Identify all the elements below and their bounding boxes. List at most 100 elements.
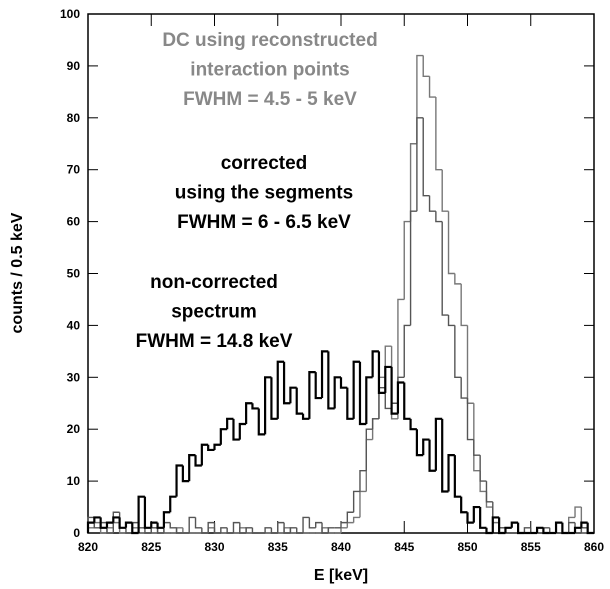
- histogram-step: [213, 527, 221, 534]
- histogram-step: [99, 517, 107, 529]
- histogram-step: [492, 501, 500, 519]
- histogram-step: [333, 376, 341, 409]
- histogram-step: [352, 516, 360, 523]
- histogram-step: [435, 97, 443, 171]
- histogram-step: [308, 371, 316, 419]
- histogram-step: [276, 360, 285, 419]
- x-tick-label: 855: [521, 540, 541, 554]
- histogram-step: [510, 521, 519, 528]
- histogram-step: [194, 455, 202, 467]
- histogram-step: [422, 117, 430, 197]
- histogram-step: [105, 521, 114, 528]
- y-tick-label: 0: [73, 526, 80, 540]
- x-tick-label: 840: [331, 540, 351, 554]
- histogram-step: [517, 522, 525, 535]
- annotation: using the segments: [175, 183, 353, 204]
- histogram-step: [239, 527, 247, 533]
- histogram-step: [112, 516, 120, 523]
- histogram-step: [182, 527, 190, 534]
- histogram-step: [466, 512, 474, 524]
- y-axis-label: counts / 0.5 keV: [9, 212, 26, 333]
- histogram-step: [340, 521, 348, 528]
- histogram-step: [409, 210, 417, 326]
- histogram-step: [573, 526, 582, 533]
- histogram-step: [163, 527, 171, 534]
- x-tick-label: 820: [78, 540, 98, 554]
- histogram-step: [93, 516, 101, 523]
- histogram-step: [270, 377, 278, 420]
- histogram-step: [346, 521, 354, 528]
- x-tick-label: 830: [204, 540, 224, 554]
- histogram-step: [352, 360, 360, 419]
- histogram-step: [238, 422, 247, 440]
- histogram-step: [485, 491, 493, 508]
- histogram-step: [359, 490, 367, 518]
- histogram-step: [327, 527, 335, 534]
- histogram-step: [377, 351, 386, 394]
- histogram-step: [301, 413, 310, 420]
- x-axis-label: E [keV]: [314, 567, 368, 584]
- histogram-step: [194, 517, 202, 529]
- histogram-step: [282, 361, 291, 405]
- histogram-step: [504, 526, 512, 533]
- histogram-step: [339, 377, 348, 389]
- histogram-step: [390, 366, 398, 415]
- histogram-step: [188, 516, 196, 533]
- annotation: FWHM = 6 - 6.5 keV: [177, 212, 351, 233]
- histogram-step: [175, 527, 183, 533]
- histogram-step: [143, 496, 152, 529]
- annotation: FWHM = 14.8 keV: [136, 331, 293, 352]
- annotation: interaction points: [190, 60, 349, 81]
- histogram-step: [220, 527, 228, 533]
- histogram-step: [340, 527, 348, 533]
- histogram-step: [580, 521, 588, 528]
- y-tick-label: 10: [67, 474, 81, 488]
- histogram-step: [175, 464, 183, 497]
- histogram-step: [371, 418, 379, 430]
- x-tick-label: 845: [394, 540, 414, 554]
- histogram-step: [156, 527, 164, 534]
- y-tick-label: 40: [67, 318, 81, 332]
- histogram-step: [358, 361, 367, 426]
- histogram-step: [169, 495, 177, 513]
- histogram-step: [314, 372, 323, 400]
- y-tick-label: 30: [67, 370, 81, 384]
- annotation: spectrum: [171, 302, 257, 323]
- histogram-step: [296, 527, 304, 534]
- histogram-step: [124, 521, 133, 528]
- histogram-step: [365, 428, 373, 471]
- histogram-step: [245, 402, 253, 425]
- histogram-step: [447, 211, 455, 275]
- histogram-step: [466, 325, 474, 404]
- histogram-step: [542, 527, 550, 535]
- histogram-step: [181, 465, 190, 483]
- histogram-step: [428, 76, 436, 98]
- histogram-step: [169, 522, 177, 529]
- histogram-step: [289, 527, 297, 534]
- histogram-step: [460, 283, 468, 327]
- histogram-step: [346, 387, 354, 420]
- histogram-step: [321, 527, 329, 533]
- histogram-step: [150, 521, 158, 528]
- histogram-step: [131, 522, 139, 535]
- histogram-step: [86, 521, 95, 533]
- histogram-step: [460, 496, 468, 514]
- histogram-step: [415, 429, 424, 457]
- histogram-step: [213, 443, 221, 450]
- histogram-step: [561, 522, 569, 535]
- histogram-step: [137, 495, 145, 533]
- annotation: non-corrected: [150, 272, 278, 293]
- histogram-step: [125, 527, 133, 534]
- histogram-step: [264, 376, 272, 435]
- histogram-step: [371, 418, 379, 440]
- histogram-step: [239, 522, 247, 534]
- histogram-step: [277, 521, 285, 533]
- y-tick-label: 20: [67, 422, 81, 436]
- histogram-step: [498, 517, 506, 535]
- x-tick-label: 825: [141, 540, 161, 554]
- histogram-step: [321, 522, 329, 534]
- x-tick-label: 860: [584, 540, 604, 554]
- histogram-step: [422, 55, 430, 77]
- histogram-step: [473, 403, 481, 472]
- histogram-step: [554, 521, 563, 533]
